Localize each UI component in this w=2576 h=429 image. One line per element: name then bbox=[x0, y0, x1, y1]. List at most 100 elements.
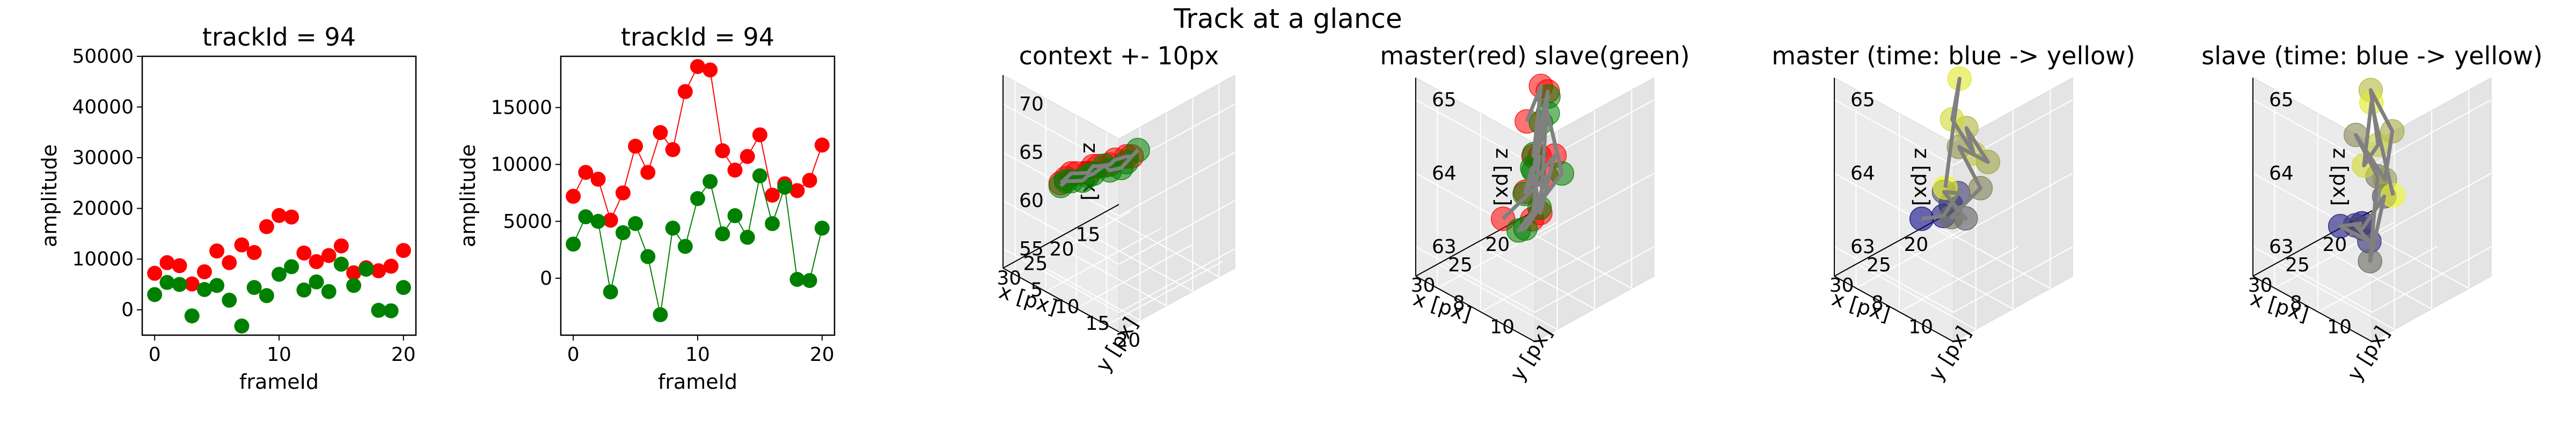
point-master bbox=[590, 172, 606, 187]
gridline bbox=[2372, 173, 2492, 240]
point-master bbox=[346, 265, 362, 280]
point-master bbox=[740, 149, 755, 164]
point-master bbox=[814, 137, 830, 153]
point-slave bbox=[665, 220, 680, 236]
point-slave bbox=[677, 239, 693, 254]
y-tick-label: 10 bbox=[2327, 316, 2352, 338]
y-axis-line bbox=[1415, 276, 1535, 342]
gridline bbox=[1856, 263, 1977, 330]
gridline bbox=[1893, 243, 2014, 309]
point-master bbox=[690, 59, 705, 75]
z-axis-label: z [px] bbox=[1491, 148, 1515, 206]
plot-title: master(red) slave(green) bbox=[1380, 41, 1689, 70]
x-tick-label: 30 bbox=[997, 267, 1021, 289]
point-master bbox=[752, 127, 767, 143]
gridline bbox=[1534, 173, 1655, 240]
point-slave bbox=[590, 213, 606, 229]
point-master bbox=[396, 243, 411, 258]
plot-amplitude-2: 0 10 20 0 5000 10000 15000 trackId = 94 frameId a… bbox=[456, 23, 836, 394]
point-master bbox=[677, 84, 693, 99]
point-master bbox=[628, 138, 643, 154]
y-tick-label: 50000 bbox=[72, 46, 134, 68]
gridline bbox=[1834, 173, 1954, 240]
y-tick-label: 30000 bbox=[72, 147, 134, 169]
point-slave bbox=[147, 287, 163, 302]
y-axis-label: amplitude bbox=[38, 144, 61, 247]
y-tick-label: 10000 bbox=[72, 248, 134, 270]
point-slave bbox=[333, 256, 349, 272]
z-tick-label: 55 bbox=[1019, 238, 1044, 260]
y-axis-line bbox=[1002, 268, 1119, 332]
plot-title: context +- 10px bbox=[1019, 41, 1219, 70]
x-tick-label: 0 bbox=[149, 344, 161, 366]
point-slave bbox=[172, 277, 187, 292]
x-tick-label: 20 bbox=[810, 344, 835, 366]
x-tick-label: 20 bbox=[1050, 238, 1074, 260]
point-master bbox=[184, 276, 200, 292]
y-tick-label: 8 bbox=[2290, 292, 2302, 314]
point-slave bbox=[259, 288, 274, 304]
z-tick-label: 63 bbox=[1432, 236, 1457, 258]
y-tick-label: 5 bbox=[1030, 279, 1043, 301]
point-slave bbox=[184, 308, 200, 324]
point-master bbox=[172, 258, 187, 273]
y-tick-label: 0 bbox=[121, 299, 134, 321]
point-slave bbox=[640, 249, 656, 264]
y-tick-label: 10 bbox=[1490, 316, 1514, 338]
point-master bbox=[209, 243, 225, 259]
point-master bbox=[789, 183, 805, 198]
x-tick-label: 10 bbox=[685, 344, 710, 366]
x-tick-label: 0 bbox=[567, 344, 580, 366]
point-master bbox=[196, 264, 212, 279]
point-slave bbox=[740, 230, 755, 245]
plot-title: master (time: blue -> yellow) bbox=[1772, 41, 2135, 70]
y-tick-label: 10000 bbox=[491, 154, 552, 176]
point-slave bbox=[777, 180, 793, 195]
point-master bbox=[371, 263, 386, 278]
z-tick-label: 63 bbox=[1850, 236, 1875, 258]
point-slave bbox=[284, 259, 299, 275]
y-axis-line bbox=[1834, 276, 1954, 342]
point-slave bbox=[358, 262, 374, 277]
x-axis-line bbox=[1002, 204, 1119, 269]
gridline bbox=[1438, 263, 1558, 330]
point-slave bbox=[789, 272, 805, 287]
z-axis-label: z [px] bbox=[2329, 148, 2352, 206]
point-master bbox=[653, 125, 668, 140]
gridline bbox=[1834, 246, 1954, 313]
gridline bbox=[2252, 99, 2373, 166]
gridline bbox=[2372, 99, 2492, 166]
x-tick-label: 25 bbox=[1448, 254, 1473, 276]
point-slave bbox=[578, 209, 594, 225]
y-tick-label: 10 bbox=[1055, 296, 1080, 318]
x-tick-label: 30 bbox=[2248, 275, 2273, 297]
track-line bbox=[2338, 88, 2395, 263]
point-master bbox=[578, 165, 594, 180]
figure-suptitle: Track at a glance bbox=[1173, 3, 1402, 34]
point-slave bbox=[702, 174, 718, 189]
point-master bbox=[259, 219, 274, 234]
gridline bbox=[2317, 246, 2438, 313]
point-slave bbox=[752, 168, 767, 183]
z-tick-label: 60 bbox=[1019, 190, 1044, 212]
x-tick-label: 25 bbox=[1023, 253, 1048, 275]
x-tick-label: 20 bbox=[1485, 234, 1510, 256]
gridline bbox=[1106, 261, 1223, 326]
y-tick-label: 8 bbox=[1453, 292, 1465, 314]
gridline bbox=[1834, 99, 1954, 166]
gridline bbox=[1899, 246, 2019, 313]
point-slave bbox=[802, 273, 817, 289]
z-tick-label: 65 bbox=[1432, 89, 1457, 111]
point-master bbox=[802, 173, 817, 188]
gridline bbox=[1118, 152, 1235, 217]
point-master bbox=[222, 255, 237, 270]
y-tick-label: 8 bbox=[1871, 292, 1884, 314]
plot-frame bbox=[141, 55, 417, 336]
x-tick-label: 30 bbox=[1829, 275, 1854, 297]
track-line-slave bbox=[1517, 94, 1564, 233]
x-tick-label: 20 bbox=[1904, 234, 1928, 256]
gridline bbox=[1002, 200, 1119, 265]
point-master bbox=[246, 245, 262, 260]
